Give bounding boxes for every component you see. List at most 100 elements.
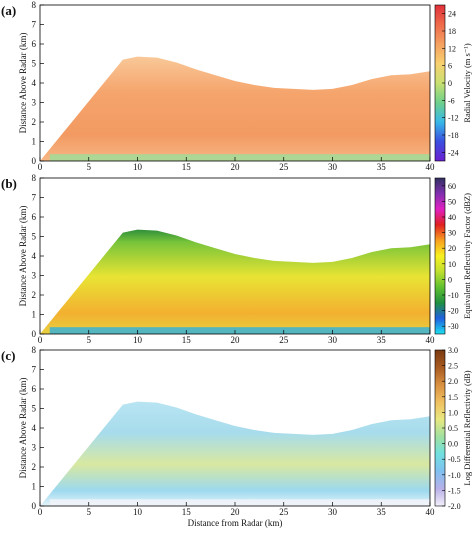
colorbar-tick-label: -12 <box>448 114 459 123</box>
x-tick-label: 5 <box>87 335 92 345</box>
colorbar-tick-label: -30 <box>448 322 459 331</box>
colorbar-tick-label: 30 <box>448 229 456 238</box>
y-tick-label: 3 <box>32 443 37 453</box>
colorbar-tick-label: 1.0 <box>448 408 458 417</box>
y-tick-label: 5 <box>32 59 37 69</box>
colorbar-tick-label: 2.5 <box>448 362 458 371</box>
y-tick-label: 6 <box>32 384 37 394</box>
colorbar-tick-label: 60 <box>448 182 456 191</box>
y-tick-label: 3 <box>32 271 37 281</box>
radar-field <box>40 56 430 161</box>
colorbar-tick-label: 0 <box>448 275 452 284</box>
panel: 0 5 10 15 20 25 30 35 40 0 1 2 3 4 5 6 7 8 Distance Above … <box>1 173 472 345</box>
y-tick-label: 0 <box>32 501 37 511</box>
colorbar-tick-label: 50 <box>448 197 456 206</box>
y-tick-label: 0 <box>32 156 37 166</box>
y-tick-label: 8 <box>32 173 37 183</box>
y-tick-label: 7 <box>32 365 37 375</box>
y-tick-label: 1 <box>32 482 37 492</box>
x-tick-label: 15 <box>182 335 192 345</box>
panel-label: (c) <box>1 348 15 363</box>
colorbar-tick-label: 0.0 <box>448 440 458 449</box>
colorbar-tick-label: 24 <box>448 10 456 19</box>
ground-clutter <box>49 327 430 334</box>
colorbar-tick-label: -10 <box>448 291 459 300</box>
x-tick-label: 20 <box>231 162 241 172</box>
y-tick-label: 2 <box>32 117 37 127</box>
radar-field <box>40 229 430 334</box>
x-tick-label: 5 <box>87 507 92 517</box>
x-tick-label: 20 <box>231 507 241 517</box>
x-tick-label: 15 <box>182 507 192 517</box>
panel-label: (a) <box>1 3 16 18</box>
y-tick-label: 4 <box>32 423 37 433</box>
x-tick-label: 0 <box>38 507 43 517</box>
y-tick-label: 5 <box>32 232 37 242</box>
x-tick-label: 35 <box>377 335 387 345</box>
x-tick-label: 30 <box>328 507 338 517</box>
colorbar-tick-label: 0.5 <box>448 424 458 433</box>
y-axis-label: Distance Above Radar (km) <box>18 206 28 307</box>
colorbar-tick-label: 6 <box>448 62 452 71</box>
x-tick-label: 35 <box>377 162 387 172</box>
colorbar-tick-label: 18 <box>448 27 456 36</box>
y-tick-label: 1 <box>32 310 37 320</box>
x-tick-label: 20 <box>231 335 241 345</box>
colorbar-tick-label: 40 <box>448 213 456 222</box>
x-tick-label: 0 <box>38 162 43 172</box>
y-tick-label: 7 <box>32 193 37 203</box>
colorbar-tick-label: -18 <box>448 131 459 140</box>
panel: 0 5 10 15 20 25 30 35 40 0 1 2 3 4 5 6 7 8 Distance Above … <box>1 345 472 528</box>
colorbar-label: Equivalent Reflectivity Factor (dBZ) <box>462 193 472 319</box>
ground-clutter <box>49 499 430 506</box>
y-tick-label: 4 <box>32 251 37 261</box>
colorbar-tick-label: 3.0 <box>448 346 458 355</box>
x-tick-label: 35 <box>377 507 387 517</box>
y-tick-label: 4 <box>32 78 37 88</box>
panel-label: (b) <box>1 176 17 191</box>
x-tick-label: 30 <box>328 335 338 345</box>
colorbar-tick-label: 20 <box>448 244 456 253</box>
x-tick-label: 40 <box>426 507 436 517</box>
x-tick-label: 10 <box>133 162 143 172</box>
y-tick-label: 6 <box>32 39 37 49</box>
x-tick-label: 25 <box>279 507 289 517</box>
colorbar-tick-label: -24 <box>448 148 459 157</box>
x-tick-label: 15 <box>182 162 192 172</box>
x-axis-label: Distance from Radar (km) <box>188 518 283 528</box>
colorbar-label: Radial Velocity (m s⁻¹) <box>462 43 472 123</box>
colorbar-tick-label: -1.0 <box>448 471 461 480</box>
y-tick-label: 2 <box>32 462 37 472</box>
y-tick-label: 0 <box>32 329 37 339</box>
y-tick-label: 7 <box>32 20 37 30</box>
colorbar-tick-label: -6 <box>448 96 455 105</box>
colorbar-tick-label: 0 <box>448 79 452 88</box>
x-tick-label: 5 <box>87 162 92 172</box>
y-tick-label: 6 <box>32 212 37 222</box>
colorbar-tick-label: -20 <box>448 307 459 316</box>
colorbar-tick-label: 2.0 <box>448 377 458 386</box>
y-tick-label: 3 <box>32 98 37 108</box>
x-tick-label: 0 <box>38 335 43 345</box>
colorbar-tick-label: 12 <box>448 44 456 53</box>
y-axis-label: Distance Above Radar (km) <box>18 378 28 479</box>
x-tick-label: 40 <box>426 335 436 345</box>
colorbar-tick-label: 1.5 <box>448 393 458 402</box>
x-tick-label: 10 <box>133 507 143 517</box>
ground-clutter <box>49 154 430 161</box>
x-tick-label: 25 <box>279 335 289 345</box>
colorbar-label: Log Differential Reflectivity (dB) <box>462 370 472 485</box>
colorbar-tick-label: -1.5 <box>448 486 461 495</box>
y-tick-label: 5 <box>32 404 37 414</box>
y-tick-label: 8 <box>32 345 37 355</box>
y-tick-label: 8 <box>32 0 37 10</box>
y-tick-label: 2 <box>32 290 37 300</box>
colorbar-tick-label: 10 <box>448 260 456 269</box>
colorbar <box>434 177 446 335</box>
x-tick-label: 40 <box>426 162 436 172</box>
y-axis-label: Distance Above Radar (km) <box>18 33 28 134</box>
x-tick-label: 25 <box>279 162 289 172</box>
y-tick-label: 1 <box>32 137 37 147</box>
